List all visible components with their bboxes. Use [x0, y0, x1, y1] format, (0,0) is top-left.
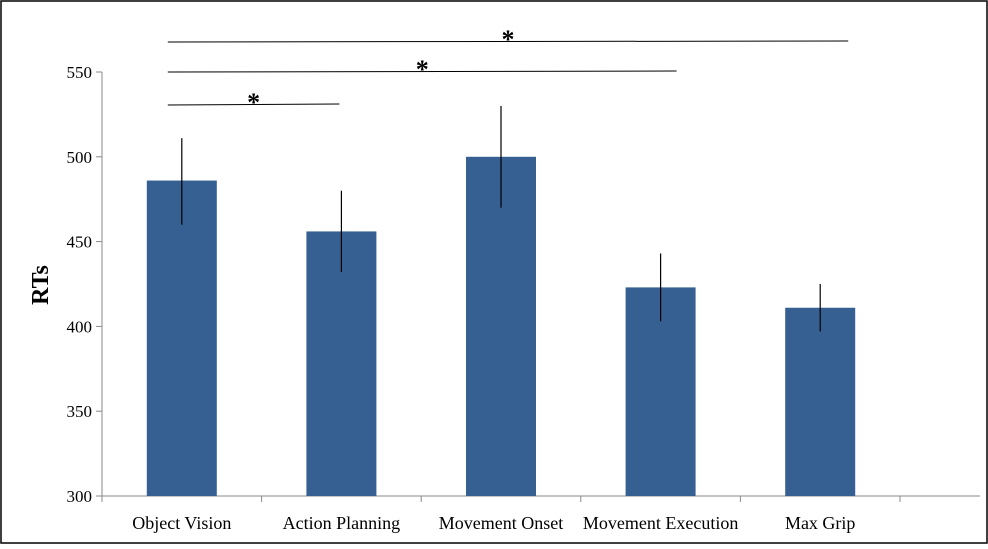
significance-line [167, 70, 677, 73]
y-axis-title: RTs [28, 265, 54, 305]
x-category-label: Movement Onset [439, 513, 563, 533]
y-tick-label: 350 [67, 402, 93, 421]
error-bars [181, 105, 821, 332]
bars [146, 156, 856, 497]
significance-star: * [416, 55, 429, 84]
x-category-label: Movement Execution [583, 513, 738, 533]
bar-object-vision [146, 180, 217, 496]
y-tick-label: 450 [67, 233, 93, 252]
y-axis: 300 350 400 450 500 550 [67, 63, 103, 506]
bar-action-planning [306, 231, 377, 496]
bar-movement-execution [625, 287, 696, 496]
y-tick-label: 400 [67, 317, 93, 336]
x-category-label: Max Grip [785, 513, 856, 533]
significance-star: * [247, 88, 260, 117]
significance-brackets: * * * [167, 25, 849, 117]
x-category-label: Action Planning [283, 513, 401, 533]
significance-line [167, 103, 340, 106]
y-tick-label: 300 [67, 487, 93, 506]
x-axis: Object Vision Action Planning Movement Ons… [101, 495, 980, 533]
significance-star: * [502, 25, 515, 54]
y-tick-label: 500 [67, 148, 93, 167]
significance-line [167, 40, 849, 43]
x-category-label: Object Vision [132, 513, 231, 533]
bar-movement-onset [466, 156, 536, 497]
y-tick-label: 550 [67, 63, 93, 82]
bar-max-grip [785, 307, 856, 496]
